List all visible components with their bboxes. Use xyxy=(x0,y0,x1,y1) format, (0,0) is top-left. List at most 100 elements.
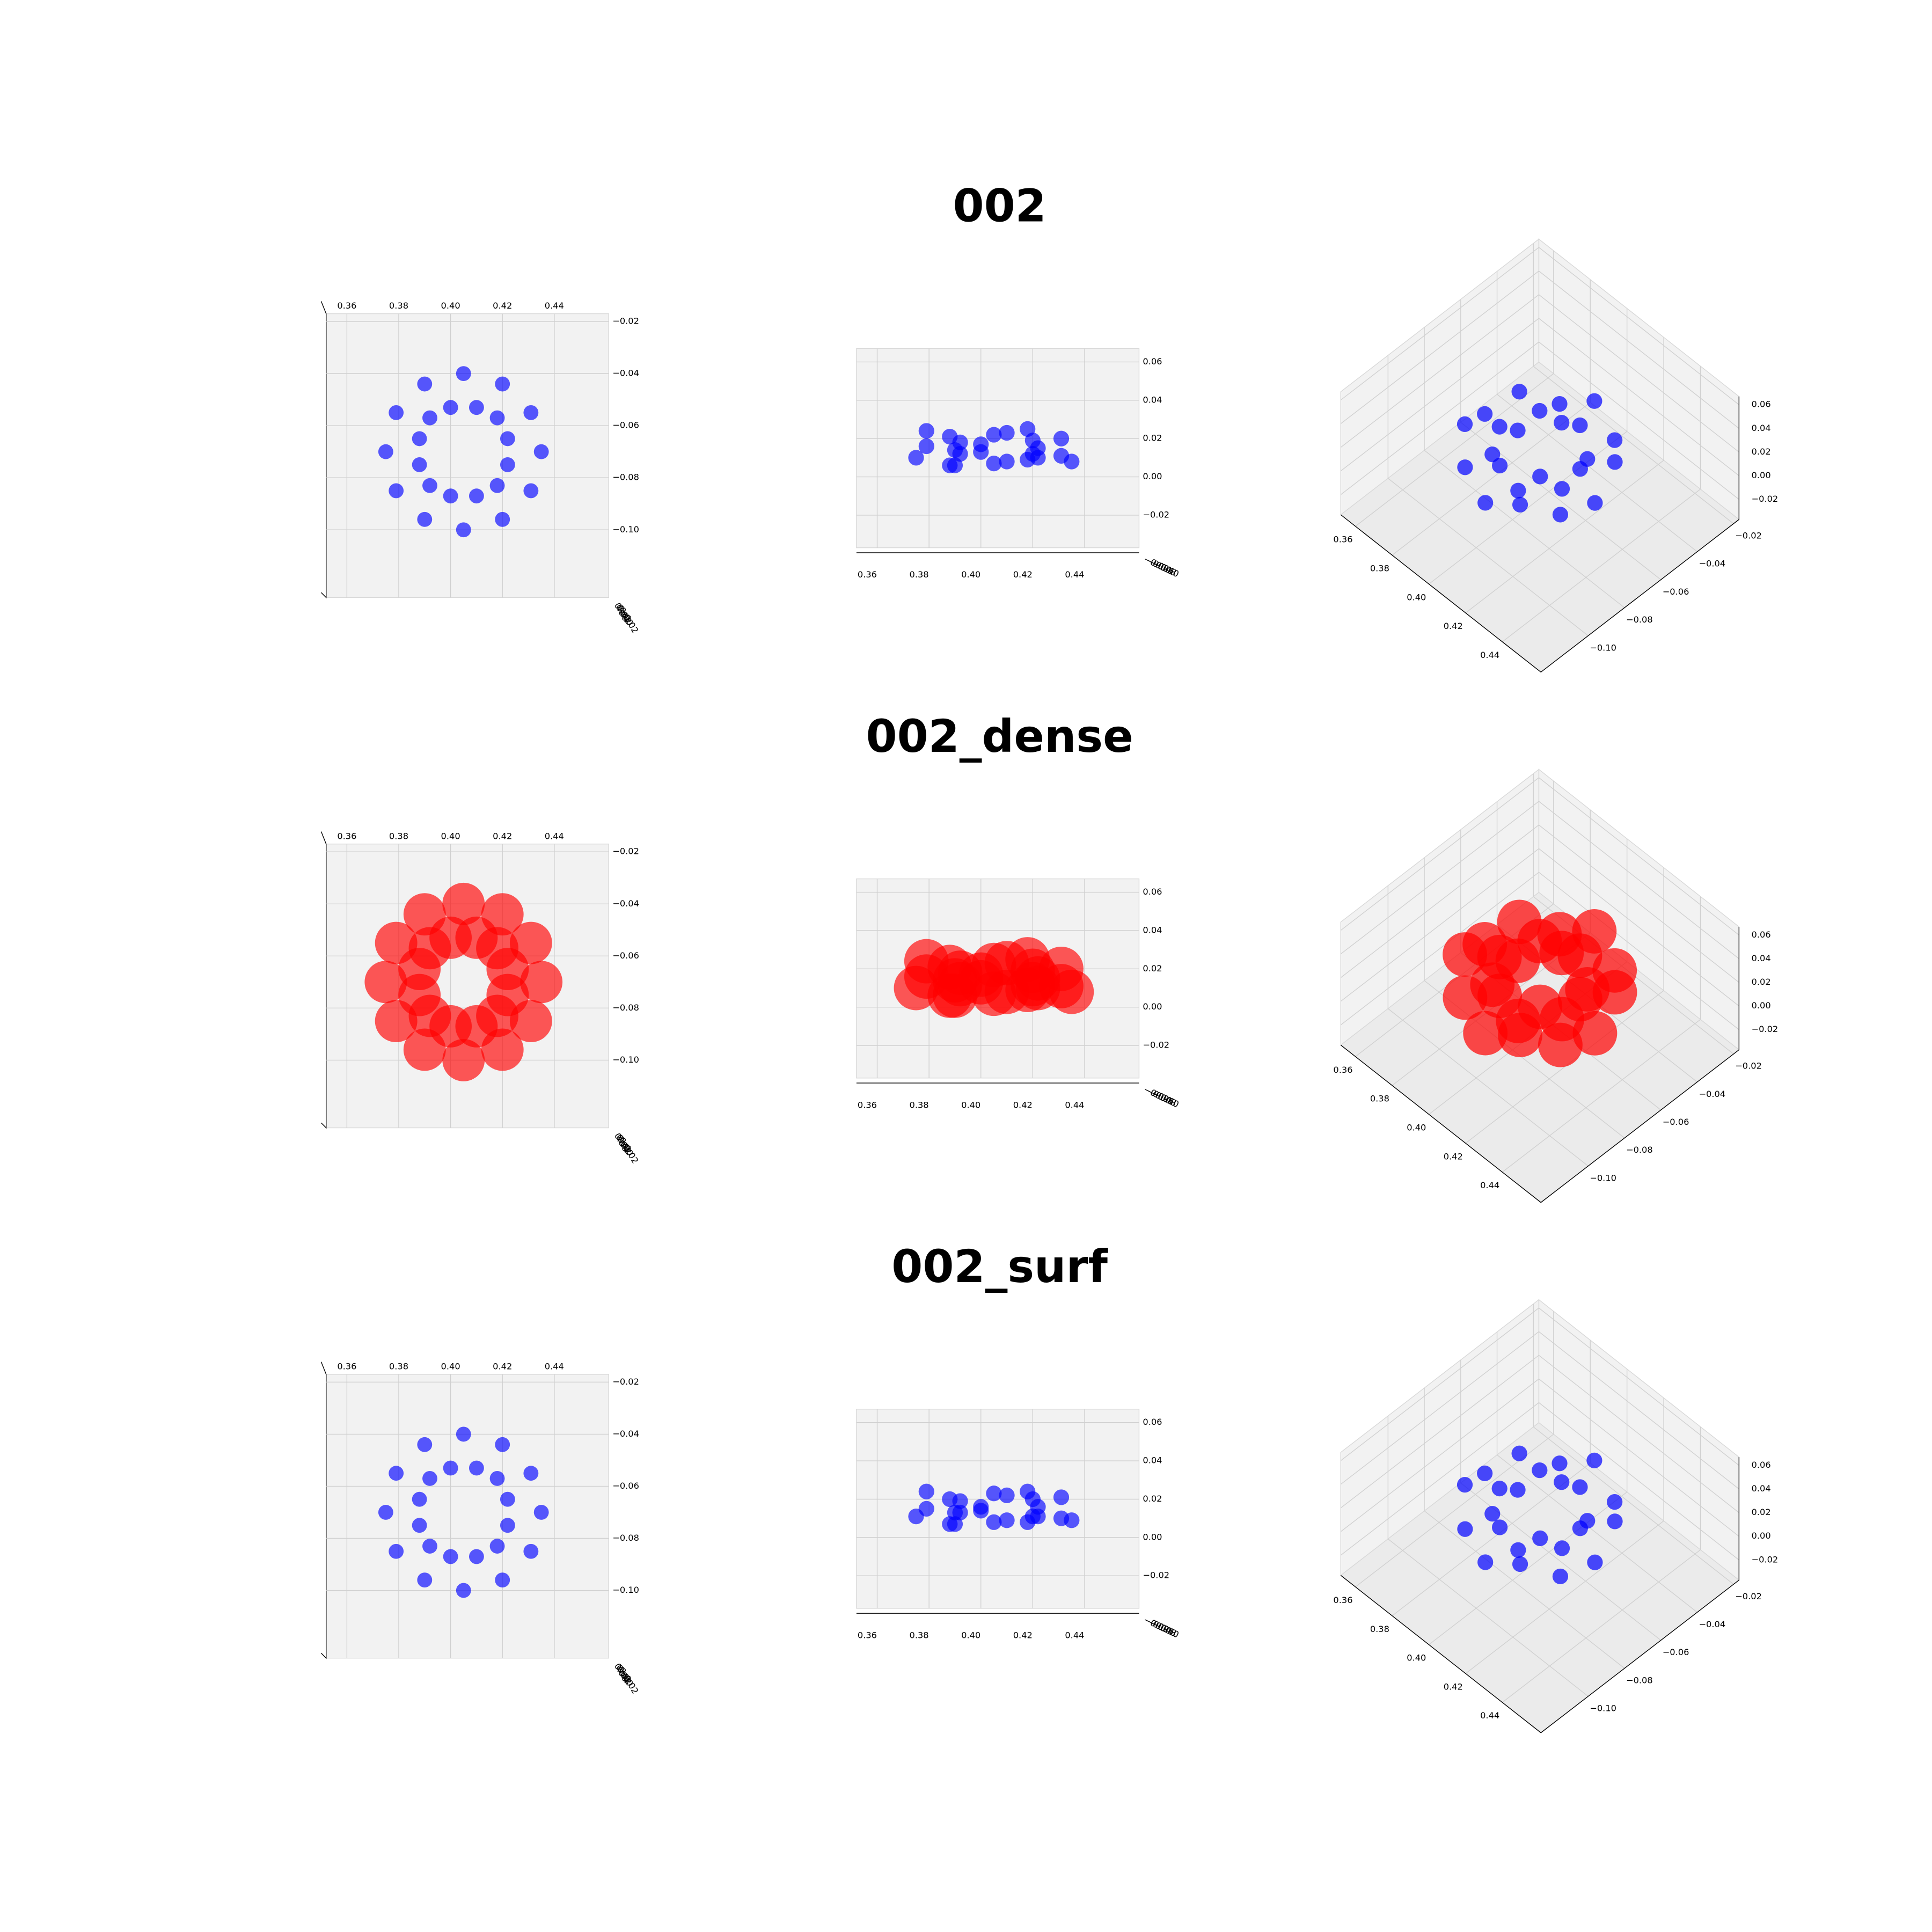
grid-line xyxy=(1497,394,1697,552)
point xyxy=(489,410,505,426)
grid-line xyxy=(1340,777,1539,931)
point xyxy=(999,453,1015,470)
z-tick-label: 0.06 xyxy=(1752,1460,1771,1470)
point xyxy=(918,423,934,439)
grid-line xyxy=(1340,801,1539,955)
point xyxy=(1015,965,1060,1011)
x-tick-label: 0.42 xyxy=(493,301,512,311)
point xyxy=(1607,454,1623,470)
point xyxy=(1572,417,1588,434)
point xyxy=(1540,997,1584,1042)
subplot-row: 002 0.36 0.38 0.40 0.42 0.44 −0.02 −0.04 −0.06 −0… xyxy=(320,180,1779,673)
z-tick-label: −0.02 xyxy=(1752,494,1779,504)
point xyxy=(1477,406,1493,422)
point xyxy=(523,1543,539,1559)
point xyxy=(1586,393,1602,409)
grid-line xyxy=(1340,318,1539,472)
z-tick-label: 0.02 xyxy=(1752,1507,1771,1517)
y-tick-label: −0.02 xyxy=(612,846,639,857)
z-tick-label: 0.00 xyxy=(1752,1000,1771,1011)
y-tick-label: −0.10 xyxy=(612,1585,639,1595)
point xyxy=(1572,1479,1588,1495)
pane xyxy=(326,313,609,598)
point xyxy=(942,1516,958,1532)
point xyxy=(1510,1482,1526,1498)
point xyxy=(442,882,485,925)
point xyxy=(469,1549,484,1564)
x-tick-label: 0.36 xyxy=(858,569,877,580)
point xyxy=(1512,1556,1528,1572)
pane xyxy=(856,1409,1140,1609)
point xyxy=(1053,1510,1070,1526)
point xyxy=(417,1572,433,1588)
point xyxy=(456,1583,471,1598)
point xyxy=(1491,1519,1508,1535)
x-tick-label: 0.38 xyxy=(910,1100,929,1110)
grid-line xyxy=(1340,1378,1539,1532)
z-tick-label: −0.02 xyxy=(1752,1024,1779,1034)
point xyxy=(378,1505,393,1520)
x-tick-label: 0.40 xyxy=(441,301,460,311)
grid-line xyxy=(1465,460,1664,613)
point xyxy=(523,483,539,499)
point xyxy=(456,522,471,538)
point xyxy=(469,400,484,415)
point xyxy=(1512,496,1528,513)
point xyxy=(389,1466,404,1481)
point xyxy=(443,400,458,415)
x-tick-label: 0.38 xyxy=(910,1630,929,1640)
y-tick-label: −0.04 xyxy=(1699,1089,1725,1099)
x-tick-label: 0.38 xyxy=(1370,563,1389,573)
z-tick-label: 0.04 xyxy=(1752,1483,1771,1494)
x-tick-label: 0.36 xyxy=(858,1100,877,1110)
z-tick-label: −0.02 xyxy=(1143,1040,1169,1050)
point xyxy=(1457,1521,1473,1537)
y-tick-label: −0.10 xyxy=(1590,1173,1616,1183)
y-tick-label: −0.08 xyxy=(612,1002,639,1013)
point xyxy=(442,1038,485,1081)
point xyxy=(1020,1483,1036,1499)
x-tick-label: 0.44 xyxy=(1065,1630,1084,1640)
point xyxy=(443,488,458,504)
point xyxy=(378,444,393,459)
axis-line xyxy=(1340,1457,1740,1733)
y-tick-label: −0.06 xyxy=(1663,587,1689,597)
z-tick-label: 0.00 xyxy=(1752,1531,1771,1541)
x-tick-label: 0.44 xyxy=(545,1361,564,1371)
point xyxy=(942,457,958,473)
x-tick-label: 0.40 xyxy=(1407,592,1426,602)
grid-line xyxy=(1539,1331,1739,1490)
x-tick-label: 0.40 xyxy=(961,1630,980,1640)
y-tick-label: −0.06 xyxy=(612,950,639,961)
point xyxy=(523,1466,539,1481)
grid-line xyxy=(1340,247,1539,400)
y-tick-label: −0.10 xyxy=(612,524,639,535)
point xyxy=(1491,457,1508,474)
point xyxy=(500,457,515,472)
subplot-row: 002_surf 0.36 0.38 0.40 0.42 0.44 −0.02 −0.04 −0… xyxy=(320,1240,1778,1733)
point xyxy=(500,431,515,447)
point xyxy=(1607,1494,1623,1510)
grid-line xyxy=(1387,1539,1589,1697)
point xyxy=(1477,495,1494,511)
point xyxy=(1579,451,1596,467)
y-tick-label: −0.08 xyxy=(1626,1145,1653,1155)
z-tick-label: 0.06 xyxy=(1752,399,1771,409)
point xyxy=(1554,1474,1570,1490)
point xyxy=(918,438,934,455)
x-tick-label: 0.38 xyxy=(1370,1624,1389,1634)
pane-edge xyxy=(320,831,327,1129)
point xyxy=(1053,430,1070,447)
point xyxy=(1587,495,1603,511)
point xyxy=(1511,1445,1527,1461)
point xyxy=(412,1491,427,1507)
x-tick-label: 0.42 xyxy=(493,1361,512,1371)
point xyxy=(495,1572,510,1588)
point xyxy=(412,1518,427,1533)
point xyxy=(986,1485,1002,1502)
point xyxy=(1053,448,1070,464)
point xyxy=(1053,1489,1070,1505)
grid-line xyxy=(1340,1307,1539,1461)
point xyxy=(1607,1513,1623,1529)
point xyxy=(1554,1540,1570,1556)
